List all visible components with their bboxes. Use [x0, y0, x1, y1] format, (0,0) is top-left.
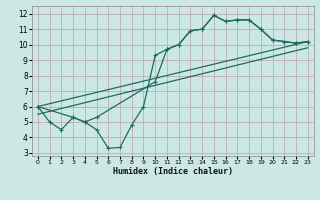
X-axis label: Humidex (Indice chaleur): Humidex (Indice chaleur)	[113, 167, 233, 176]
